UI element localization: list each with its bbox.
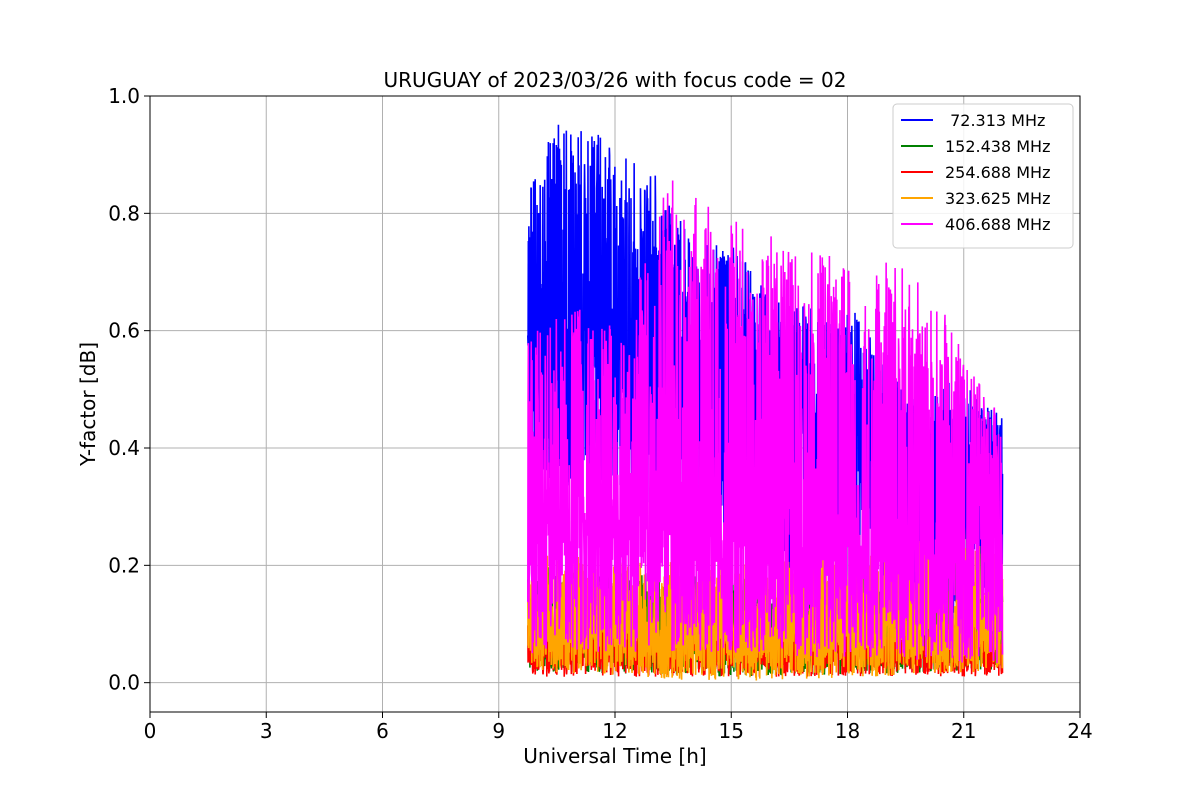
x-tick-label: 21 (951, 719, 976, 743)
legend-box (892, 103, 1074, 249)
legend-label: 72.313 MHz (945, 111, 1045, 130)
series-line (527, 180, 1004, 664)
y-axis: 0.0 0.2 0.4 0.6 0.8 1.0 (108, 84, 150, 695)
x-tick-label: 9 (492, 719, 505, 743)
x-axis-label: Universal Time [h] (523, 744, 706, 768)
legend-label: 152.438 MHz (945, 137, 1050, 156)
x-tick-label: 6 (376, 719, 389, 743)
x-tick-label: 0 (144, 719, 157, 743)
legend-label: 323.625 MHz (945, 189, 1050, 208)
y-tick-label: 0.4 (108, 436, 140, 460)
x-tick-label: 3 (260, 719, 273, 743)
x-tick-label: 24 (1067, 719, 1092, 743)
legend-label: 406.688 MHz (945, 215, 1050, 234)
y-axis-label: Y-factor [dB] (76, 342, 100, 467)
y-tick-label: 0.8 (108, 201, 140, 225)
series-layer (527, 124, 1004, 681)
x-tick-label: 18 (835, 719, 860, 743)
y-tick-label: 1.0 (108, 84, 140, 108)
y-tick-label: 0.2 (108, 553, 140, 577)
chart-title: URUGUAY of 2023/03/26 with focus code = … (384, 68, 847, 92)
legend-label: 254.688 MHz (945, 163, 1050, 182)
x-axis: 0 3 6 9 12 15 18 21 24 (144, 712, 1093, 743)
y-tick-label: 0.0 (108, 671, 140, 695)
x-tick-label: 15 (719, 719, 744, 743)
legend: 72.313 MHz 152.438 MHz 254.688 MHz 323.625 … (892, 103, 1074, 249)
x-tick-label: 12 (602, 719, 627, 743)
y-tick-label: 0.6 (108, 319, 140, 343)
